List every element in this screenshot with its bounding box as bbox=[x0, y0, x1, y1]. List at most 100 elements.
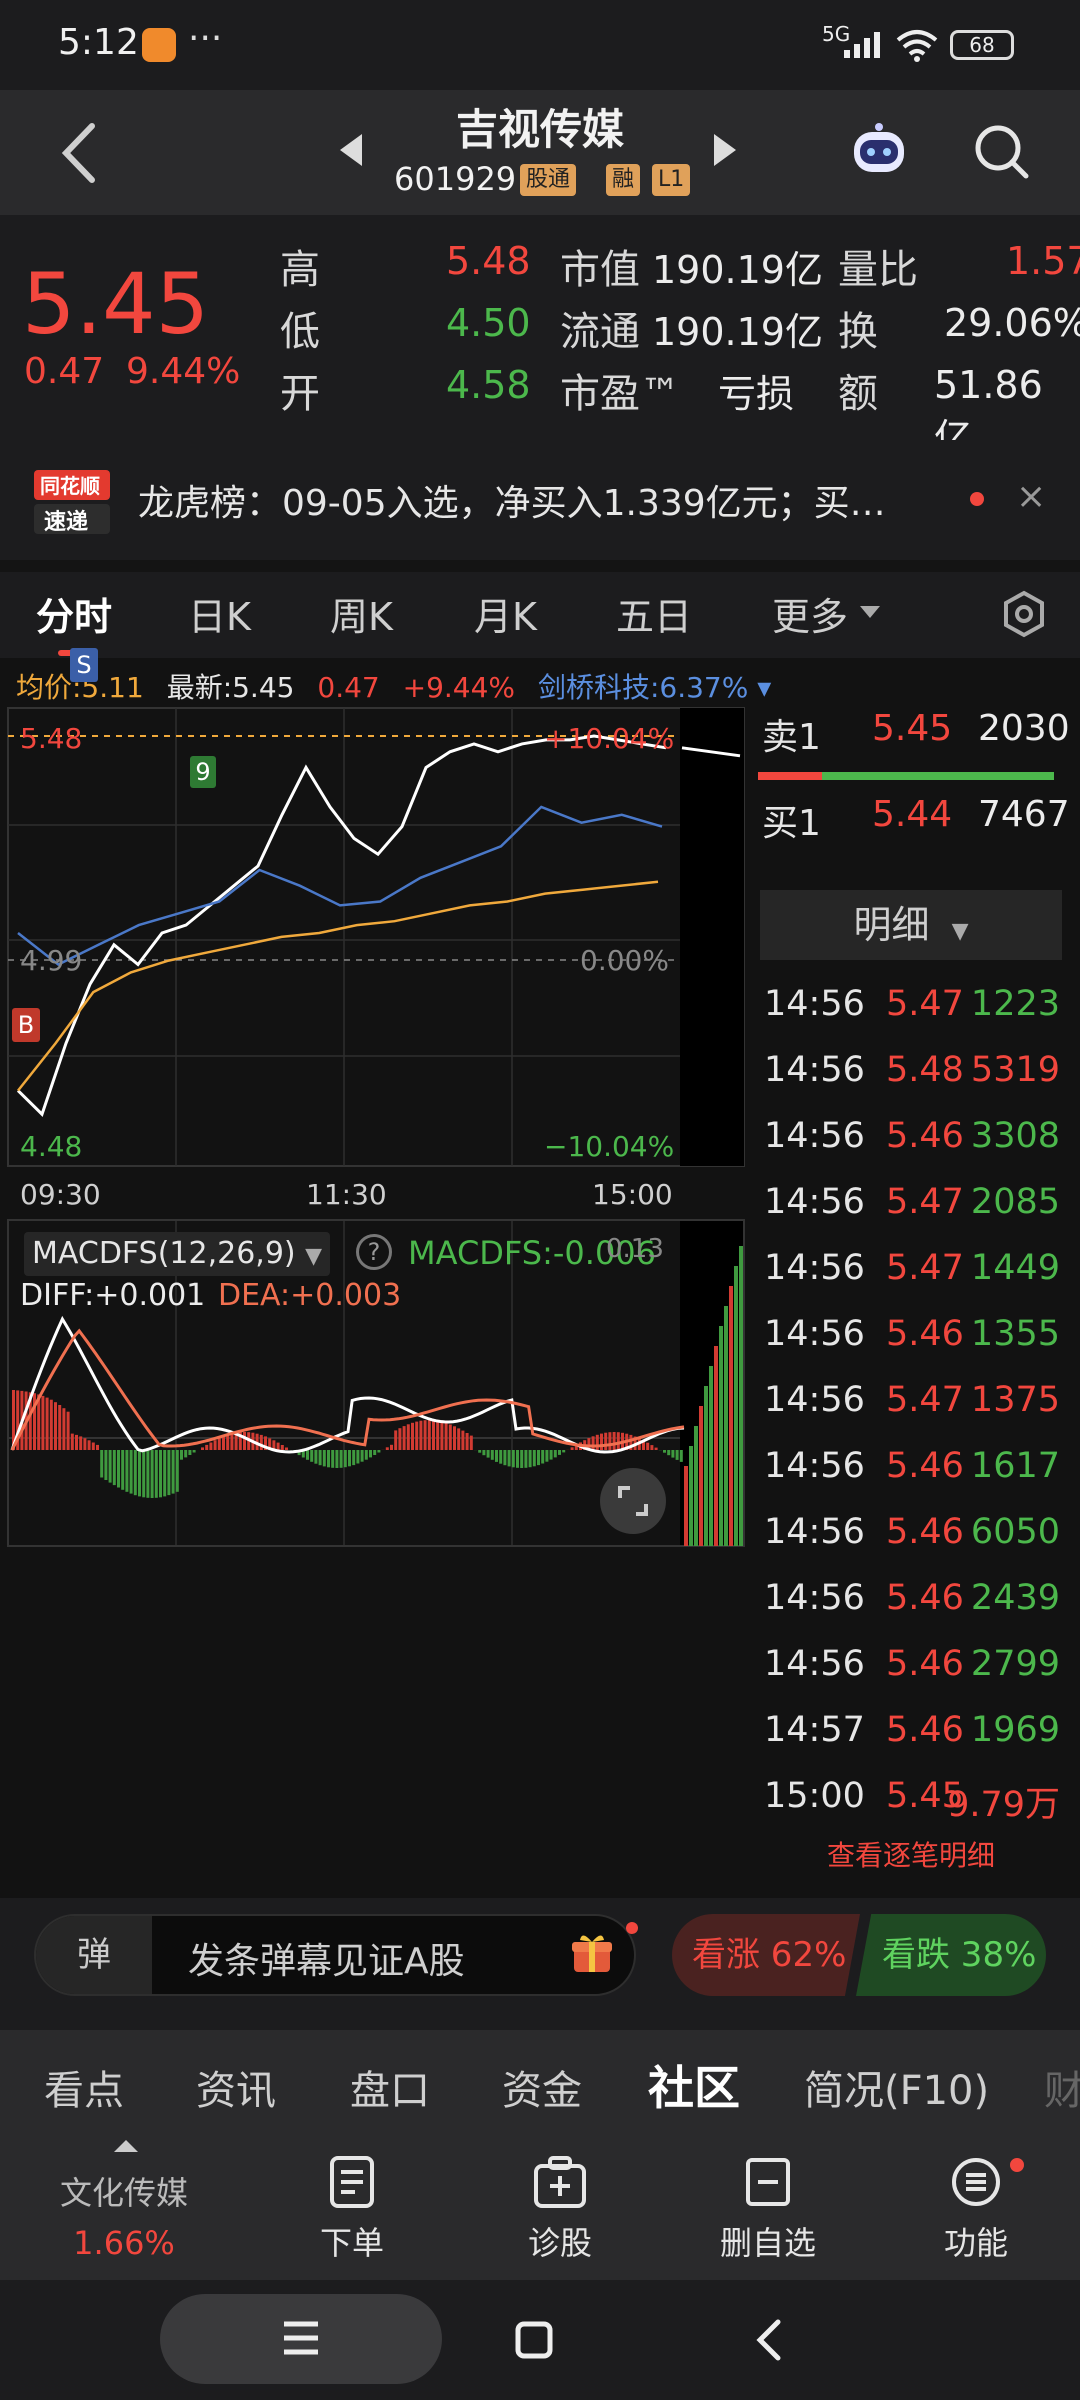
fullscreen-button[interactable] bbox=[600, 1468, 666, 1534]
system-nav-bar bbox=[0, 2280, 1080, 2400]
search-icon[interactable] bbox=[974, 124, 1030, 180]
macd-bar bbox=[436, 1420, 440, 1450]
remove-watchlist-button[interactable]: 删自选 bbox=[688, 2156, 848, 2264]
volume-bar bbox=[704, 1386, 708, 1546]
macd-bar bbox=[16, 1390, 20, 1450]
macd-bar bbox=[117, 1450, 120, 1488]
macd-bar bbox=[104, 1450, 108, 1480]
macd-bar bbox=[642, 1440, 645, 1450]
macd-indicator-selector[interactable]: MACDFS(12,26,9) ▼ bbox=[24, 1232, 331, 1276]
macd-bar bbox=[457, 1428, 461, 1450]
tick-volume: 2799 bbox=[970, 1644, 1060, 1684]
tab-capital[interactable]: 资金 bbox=[502, 2068, 582, 2114]
signal-marker[interactable]: 9 bbox=[190, 756, 216, 788]
tab-finance-partial[interactable]: 财 bbox=[1044, 2068, 1080, 2114]
next-stock-icon[interactable] bbox=[714, 134, 736, 166]
tick-price: 5.47 bbox=[886, 1248, 964, 1288]
robot-assistant-icon[interactable] bbox=[848, 122, 910, 178]
macd-bar bbox=[49, 1399, 53, 1450]
tab-intraday[interactable]: 分时 bbox=[36, 595, 113, 639]
tag-margin: 融 bbox=[606, 164, 641, 196]
buy-marker[interactable]: B bbox=[12, 1008, 40, 1042]
clock: 5:12 bbox=[58, 22, 139, 63]
vote-bullish-button[interactable]: 看涨 62% bbox=[672, 1914, 860, 1996]
tick-time: 14:56 bbox=[764, 1182, 865, 1222]
macd-bar bbox=[390, 1444, 393, 1450]
tab-five-day[interactable]: 五日 bbox=[616, 595, 693, 639]
macd-bar bbox=[541, 1450, 545, 1464]
tab-more[interactable]: 更多 bbox=[772, 595, 849, 639]
tab-profile-f10[interactable]: 简况(F10) bbox=[804, 2068, 990, 2114]
order-button[interactable]: 下单 bbox=[272, 2156, 432, 2264]
time-mid-label: 11:30 bbox=[306, 1178, 387, 1211]
macd-bar bbox=[318, 1450, 322, 1466]
tick-detail-title: 明细 bbox=[853, 903, 930, 947]
macd-bar bbox=[528, 1450, 532, 1468]
macd-bar bbox=[209, 1442, 213, 1450]
danmaku-input[interactable]: 弹 发条弹幕见证A股 bbox=[34, 1914, 636, 1996]
price-mid-label: 4.99 bbox=[20, 944, 83, 977]
intraday-chart[interactable] bbox=[0, 658, 1080, 1898]
tab-daily-k[interactable]: 日K bbox=[188, 595, 251, 639]
tab-news[interactable]: 资讯 bbox=[196, 2068, 276, 2114]
tick-detail-header[interactable]: 明细 ▼ bbox=[760, 890, 1062, 960]
macd-bar bbox=[419, 1420, 423, 1450]
macd-bar bbox=[432, 1420, 435, 1450]
macd-bar bbox=[327, 1450, 330, 1468]
functions-button[interactable]: 功能 bbox=[896, 2156, 1056, 2264]
tab-highlights[interactable]: 看点 bbox=[44, 2068, 124, 2114]
macd-bar bbox=[310, 1450, 314, 1462]
tab-orderbook[interactable]: 盘口 bbox=[350, 2068, 430, 2114]
related-stock-label[interactable]: 剑桥科技:6.37% bbox=[537, 671, 749, 704]
sell-marker[interactable]: S bbox=[70, 648, 98, 682]
help-icon[interactable]: ? bbox=[356, 1234, 392, 1270]
tick-volume: 6050 bbox=[970, 1512, 1060, 1552]
danmaku-toggle-icon[interactable]: 弹 bbox=[36, 1916, 152, 1994]
tab-community[interactable]: 社区 bbox=[648, 2061, 740, 2115]
macd-bar bbox=[91, 1442, 95, 1450]
macd-bar bbox=[461, 1430, 465, 1450]
macd-bar bbox=[570, 1447, 574, 1450]
macd-bar bbox=[154, 1450, 158, 1498]
news-ticker[interactable]: 同花顺 速递 龙虎榜：09-05入选，净买入1.339亿元；买… × bbox=[0, 440, 1080, 560]
tab-monthly-k[interactable]: 月K bbox=[474, 595, 537, 639]
news-logo-line2: 速递 bbox=[44, 510, 89, 535]
volume-bar bbox=[714, 1346, 718, 1546]
prev-stock-icon[interactable] bbox=[340, 134, 362, 166]
news-headline[interactable]: 龙虎榜：09-05入选，净买入1.339亿元；买… bbox=[138, 483, 886, 524]
gift-icon[interactable] bbox=[570, 1930, 614, 1974]
pct-mid-label: 0.00% bbox=[580, 944, 669, 977]
tick-time: 14:56 bbox=[764, 1578, 865, 1618]
chevron-down-icon: ▼ bbox=[305, 1244, 323, 1269]
macd-bar bbox=[322, 1450, 326, 1467]
chevron-down-icon[interactable]: ▾ bbox=[757, 671, 772, 704]
tick-time: 14:56 bbox=[764, 1512, 865, 1552]
macd-bar bbox=[87, 1440, 91, 1450]
macd-bar bbox=[222, 1436, 225, 1450]
recent-apps-button[interactable] bbox=[160, 2294, 442, 2384]
vote-bearish-button[interactable]: 看跌 38% bbox=[856, 1914, 1046, 1996]
price-bottom-label: 4.48 bbox=[20, 1130, 83, 1163]
macd-bar bbox=[335, 1450, 339, 1468]
macd-bar bbox=[650, 1445, 654, 1450]
macd-bar bbox=[138, 1450, 141, 1497]
back-nav-icon[interactable] bbox=[752, 2318, 786, 2362]
tab-weekly-k[interactable]: 周K bbox=[330, 595, 393, 639]
tick-time: 14:56 bbox=[764, 1116, 865, 1156]
settings-icon[interactable] bbox=[1000, 590, 1048, 638]
close-icon[interactable]: × bbox=[1016, 476, 1047, 517]
back-icon[interactable] bbox=[52, 120, 112, 186]
macd-bar bbox=[285, 1447, 288, 1450]
tick-volume: 1449 bbox=[970, 1248, 1060, 1288]
macd-bar bbox=[41, 1395, 45, 1450]
see-all-ticks-link[interactable]: 查看逐笔明细 bbox=[826, 1839, 995, 1872]
home-icon[interactable] bbox=[514, 2320, 554, 2360]
sector-name[interactable]: 文化传媒 bbox=[59, 2174, 188, 2212]
time-end-label: 15:00 bbox=[592, 1178, 673, 1211]
macd-bar bbox=[574, 1444, 578, 1450]
diagnose-button[interactable]: 诊股 bbox=[480, 2156, 640, 2264]
macd-bar bbox=[96, 1444, 99, 1450]
macd-bar bbox=[520, 1450, 524, 1468]
macd-bar bbox=[230, 1433, 234, 1450]
macd-bar bbox=[406, 1424, 410, 1450]
